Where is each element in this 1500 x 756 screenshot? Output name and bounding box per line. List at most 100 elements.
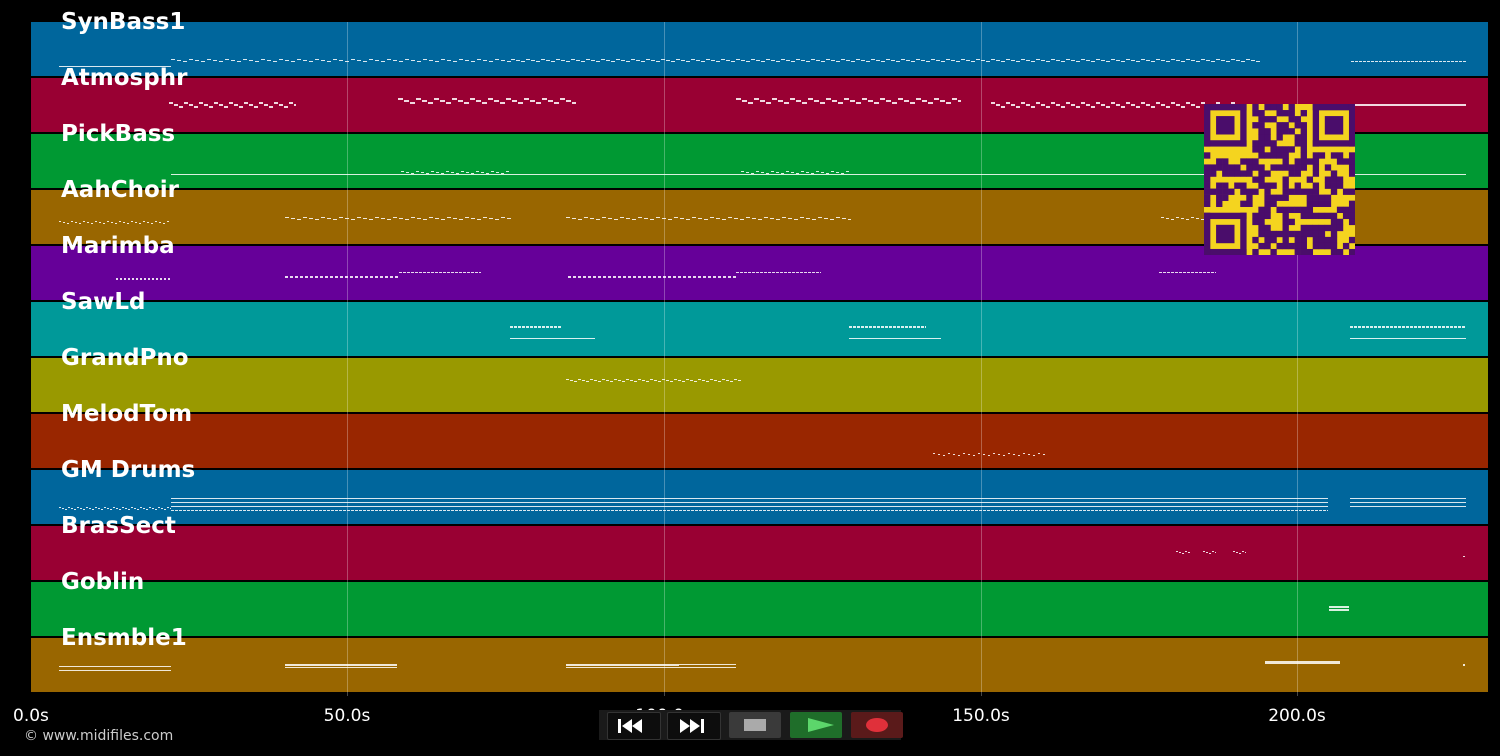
qr-module [1276,110,1283,117]
track-lane[interactable]: SynBass1 [31,9,1488,76]
track-lane[interactable]: GrandPno [31,345,1488,412]
qr-module [1300,164,1307,171]
qr-module [1336,152,1344,159]
time-tick-label: 150.0s [952,706,1010,726]
qr-module [1216,116,1235,135]
track-label: Ensmble1 [61,625,187,651]
qr-module [1276,104,1283,111]
qr-module [1300,158,1307,165]
track-lane[interactable]: BrasSect [31,513,1488,580]
qr-module [1300,146,1307,153]
qr-module [1276,230,1283,238]
fast-forward-button[interactable] [667,712,721,740]
qr-module [1348,188,1356,195]
track-lane[interactable]: MelodTom [31,401,1488,468]
qr-module [1228,188,1235,195]
rewind-button[interactable] [607,712,661,740]
qr-module [1318,194,1326,201]
qr-module [1312,152,1320,159]
qr-module [1252,236,1259,244]
track-label: Goblin [61,569,145,595]
qr-module [1324,212,1332,220]
qr-module [1246,194,1253,201]
qr-module [1324,194,1332,201]
qr-module [1318,212,1326,220]
qr-module [1330,218,1338,226]
qr-module [1324,224,1332,232]
qr-module [1282,110,1289,117]
qr-module [1330,248,1338,256]
qr-module [1336,206,1344,214]
qr-module [1258,224,1265,232]
qr-module [1216,194,1223,201]
qr-module [1318,224,1326,232]
qr-module [1282,242,1289,250]
qr-module [1258,230,1265,238]
qr-module [1306,194,1314,201]
track-lane[interactable]: SawLd [31,289,1488,356]
track-label: GrandPno [61,345,189,371]
qr-module [1312,224,1320,232]
qr-module [1258,146,1265,153]
qr-module [1246,188,1253,195]
qr-module [1312,170,1320,177]
qr-module [1342,158,1350,165]
qr-module [1312,104,1356,111]
qr-module [1270,116,1277,123]
track-lane[interactable]: GM Drums [31,457,1488,524]
track-label: MelodTom [61,401,193,427]
qr-module [1216,224,1235,244]
qr-module [1294,164,1301,171]
qr-module [1252,176,1259,183]
qr-module [1306,224,1314,232]
qr-module [1276,134,1283,141]
qr-module [1252,248,1259,256]
qr-module [1312,200,1320,207]
qr-module [1270,104,1277,111]
qr-module [1264,134,1271,141]
time-tick-label: 0.0s [13,706,49,726]
qr-module [1258,152,1265,159]
qr-module [1276,152,1283,159]
qr-module [1288,128,1295,135]
qr-module [1210,164,1217,171]
qr-module [1348,236,1356,244]
qr-module [1258,140,1265,147]
qr-module [1264,230,1271,238]
record-button[interactable] [851,712,903,738]
track-lane[interactable]: Ensmble1 [31,625,1488,692]
qr-module [1204,176,1211,183]
qr-module [1270,140,1277,147]
qr-module [1288,206,1295,214]
play-button[interactable] [790,712,842,738]
stop-button[interactable] [729,712,781,738]
qr-module [1258,110,1265,117]
qr-module [1282,164,1289,171]
qr-module [1300,206,1307,214]
qr-module [1258,170,1265,177]
qr-module [1294,236,1301,244]
qr-module [1240,188,1247,195]
qr-module [1300,152,1307,159]
qr-module [1240,200,1247,207]
qr-module [1258,182,1265,189]
qr-module [1282,146,1289,153]
qr-module [1324,236,1332,244]
qr-module [1348,218,1356,226]
qr-module [1330,188,1338,195]
qr-module [1336,218,1344,226]
track-label: PickBass [61,121,176,147]
qr-module [1252,188,1259,195]
qr-module [1336,224,1344,232]
track-lane[interactable]: Marimba [31,233,1488,300]
qr-module [1282,224,1289,232]
qr-module [1216,188,1223,195]
qr-module [1342,212,1350,220]
track-lane[interactable]: Goblin [31,569,1488,636]
copyright-text: © www.midifiles.com [24,728,174,744]
qr-module [1294,188,1301,195]
qr-module [1318,152,1326,159]
qr-module [1300,134,1307,141]
qr-module [1258,122,1265,129]
qr-module [1282,128,1289,135]
